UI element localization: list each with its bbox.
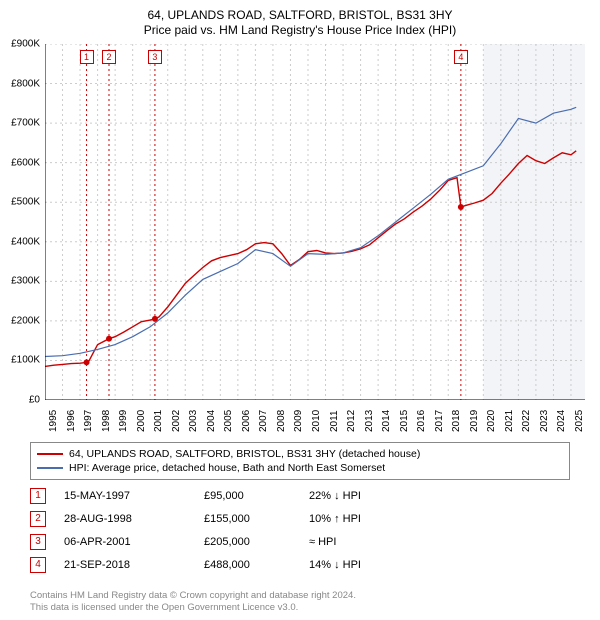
events-table: 1 15-MAY-1997£95,00022% ↓ HPI 2 28-AUG-1998… bbox=[30, 484, 570, 576]
legend-swatch-hpi bbox=[37, 467, 63, 469]
x-tick-label: 2004 bbox=[206, 410, 217, 432]
x-tick-label: 2006 bbox=[241, 410, 252, 432]
footnote: Contains HM Land Registry data © Crown c… bbox=[30, 590, 356, 614]
event-marker-1: 1 bbox=[80, 50, 94, 64]
x-tick-label: 2016 bbox=[416, 410, 427, 432]
x-tick-label: 2009 bbox=[293, 410, 304, 432]
chart-title-block: 64, UPLANDS ROAD, SALTFORD, BRISTOL, BS3… bbox=[0, 0, 600, 41]
footnote-line-1: Contains HM Land Registry data © Crown c… bbox=[30, 590, 356, 602]
event-date: 28-AUG-1998 bbox=[64, 513, 204, 525]
event-date: 06-APR-2001 bbox=[64, 536, 204, 548]
x-tick-label: 1996 bbox=[66, 410, 77, 432]
x-tick-label: 2005 bbox=[223, 410, 234, 432]
y-tick-label: £500K bbox=[11, 197, 40, 208]
x-tick-label: 2008 bbox=[276, 410, 287, 432]
x-tick-label: 1998 bbox=[101, 410, 112, 432]
legend-label-hpi: HPI: Average price, detached house, Bath… bbox=[69, 461, 385, 475]
y-tick-label: £600K bbox=[11, 157, 40, 168]
event-diff: 14% ↓ HPI bbox=[309, 559, 361, 571]
event-index-box: 4 bbox=[30, 557, 46, 573]
x-tick-label: 2010 bbox=[311, 410, 322, 432]
chart-area bbox=[45, 44, 585, 400]
x-tick-label: 2019 bbox=[469, 410, 480, 432]
event-row: 2 28-AUG-1998£155,00010% ↑ HPI bbox=[30, 507, 570, 530]
x-tick-label: 2013 bbox=[364, 410, 375, 432]
x-tick-label: 2007 bbox=[258, 410, 269, 432]
event-price: £95,000 bbox=[204, 490, 309, 502]
event-date: 15-MAY-1997 bbox=[64, 490, 204, 502]
event-price: £205,000 bbox=[204, 536, 309, 548]
x-tick-label: 1995 bbox=[48, 410, 59, 432]
event-row: 3 06-APR-2001£205,000≈ HPI bbox=[30, 530, 570, 553]
legend-item-price-paid: 64, UPLANDS ROAD, SALTFORD, BRISTOL, BS3… bbox=[37, 447, 563, 461]
x-tick-label: 2022 bbox=[521, 410, 532, 432]
y-tick-label: £200K bbox=[11, 315, 40, 326]
event-index-box: 3 bbox=[30, 534, 46, 550]
x-tick-label: 2003 bbox=[188, 410, 199, 432]
legend-label-price-paid: 64, UPLANDS ROAD, SALTFORD, BRISTOL, BS3… bbox=[69, 447, 420, 461]
x-tick-label: 2011 bbox=[329, 410, 340, 432]
y-tick-label: £700K bbox=[11, 118, 40, 129]
y-tick-label: £100K bbox=[11, 355, 40, 366]
y-tick-label: £900K bbox=[11, 39, 40, 50]
x-tick-label: 1999 bbox=[118, 410, 129, 432]
event-index-box: 2 bbox=[30, 511, 46, 527]
x-tick-label: 2021 bbox=[504, 410, 515, 432]
event-diff: 10% ↑ HPI bbox=[309, 513, 361, 525]
x-tick-label: 1997 bbox=[83, 410, 94, 432]
event-price: £488,000 bbox=[204, 559, 309, 571]
event-marker-4: 4 bbox=[454, 50, 468, 64]
footnote-line-2: This data is licensed under the Open Gov… bbox=[30, 602, 356, 614]
chart-svg bbox=[45, 44, 585, 400]
legend-swatch-price-paid bbox=[37, 453, 63, 455]
x-tick-label: 2014 bbox=[381, 410, 392, 432]
x-tick-label: 2012 bbox=[346, 410, 357, 432]
x-tick-label: 2018 bbox=[451, 410, 462, 432]
x-tick-label: 2001 bbox=[153, 410, 164, 432]
title-line-2: Price paid vs. HM Land Registry's House … bbox=[10, 23, 590, 37]
x-tick-label: 2024 bbox=[556, 410, 567, 432]
x-tick-label: 2000 bbox=[136, 410, 147, 432]
event-marker-2: 2 bbox=[102, 50, 116, 64]
event-row: 1 15-MAY-1997£95,00022% ↓ HPI bbox=[30, 484, 570, 507]
event-index-box: 1 bbox=[30, 488, 46, 504]
y-tick-label: £0 bbox=[29, 395, 40, 406]
x-tick-label: 2025 bbox=[574, 410, 585, 432]
title-line-1: 64, UPLANDS ROAD, SALTFORD, BRISTOL, BS3… bbox=[10, 8, 590, 22]
event-row: 4 21-SEP-2018£488,00014% ↓ HPI bbox=[30, 553, 570, 576]
event-diff: 22% ↓ HPI bbox=[309, 490, 361, 502]
legend-box: 64, UPLANDS ROAD, SALTFORD, BRISTOL, BS3… bbox=[30, 442, 570, 480]
event-date: 21-SEP-2018 bbox=[64, 559, 204, 571]
x-axis-labels: 1995 1996 1997 1998 1999 2000 2001 2002 2003 2004… bbox=[45, 402, 585, 436]
x-tick-label: 2023 bbox=[539, 410, 550, 432]
y-tick-label: £800K bbox=[11, 78, 40, 89]
y-tick-label: £300K bbox=[11, 276, 40, 287]
x-tick-label: 2020 bbox=[486, 410, 497, 432]
x-tick-label: 2002 bbox=[171, 410, 182, 432]
y-tick-label: £400K bbox=[11, 236, 40, 247]
event-price: £155,000 bbox=[204, 513, 309, 525]
x-tick-label: 2015 bbox=[399, 410, 410, 432]
event-diff: ≈ HPI bbox=[309, 536, 336, 548]
x-tick-label: 2017 bbox=[434, 410, 445, 432]
event-marker-3: 3 bbox=[148, 50, 162, 64]
legend-item-hpi: HPI: Average price, detached house, Bath… bbox=[37, 461, 563, 475]
